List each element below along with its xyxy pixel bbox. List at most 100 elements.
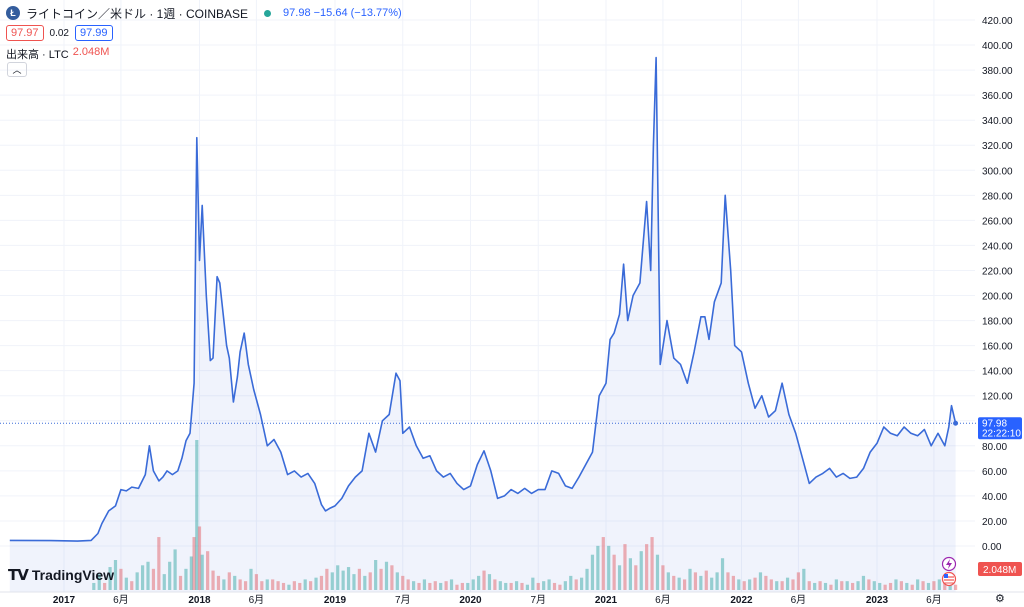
y-tick-label: 80.00 xyxy=(982,442,1007,453)
x-tick-label: 6月 xyxy=(113,594,129,606)
volume-bar xyxy=(818,581,822,590)
volume-bar xyxy=(374,560,378,590)
volume-bar xyxy=(498,581,502,590)
volume-bar xyxy=(758,572,763,590)
volume-bar xyxy=(628,558,632,590)
volume-bar xyxy=(883,584,887,590)
symbol-legend[interactable]: Ł ライトコイン／米ドル · 1週 · COINBASE 97.98 −15.6… xyxy=(6,4,402,22)
volume-bar xyxy=(840,581,844,590)
y-tick-label: 60.00 xyxy=(982,467,1007,478)
volume-bar xyxy=(330,572,334,590)
volume-label: 出来高 · LTC xyxy=(6,49,69,61)
volume-bar xyxy=(319,575,324,590)
volume-bar xyxy=(569,575,573,590)
collapse-legend-button[interactable]: ︿ xyxy=(7,62,27,77)
volume-bar xyxy=(742,581,746,590)
ask-button[interactable]: 97.99 xyxy=(75,25,113,41)
y-tick-label: 340.00 xyxy=(982,116,1013,127)
y-tick-label: 240.00 xyxy=(982,241,1013,252)
volume-bar xyxy=(905,582,909,590)
grid-lines xyxy=(0,0,975,592)
y-tick-label: 40.00 xyxy=(982,492,1007,503)
x-tick-label: 2020 xyxy=(459,595,482,606)
volume-bar xyxy=(525,584,530,590)
volume-bar xyxy=(861,575,866,590)
live-dot-icon xyxy=(264,9,272,17)
volume-bar xyxy=(650,537,654,590)
volume-bar xyxy=(363,575,367,590)
volume-bar xyxy=(346,567,351,590)
volume-bar xyxy=(449,579,454,590)
symbol-title[interactable]: ライトコイン／米ドル · 1週 · COINBASE xyxy=(26,6,249,21)
volume-bar xyxy=(574,579,578,590)
volume-value: 2.048M xyxy=(72,46,110,58)
volume-bar xyxy=(260,581,264,590)
volume-bar xyxy=(921,581,925,590)
volume-bar xyxy=(401,575,405,590)
volume-bar xyxy=(140,565,145,590)
volume-bar xyxy=(477,575,481,590)
price-area-fill xyxy=(9,57,956,593)
volume-bar xyxy=(612,554,616,590)
volume-bar xyxy=(710,577,714,590)
y-tick-label: 400.00 xyxy=(982,41,1013,52)
volume-bar xyxy=(780,581,784,590)
volume-bar xyxy=(829,584,833,590)
lightning-icon[interactable] xyxy=(941,556,957,572)
x-tick-label: 7月 xyxy=(530,594,546,606)
volume-bar xyxy=(634,565,638,590)
bid-button[interactable]: 97.97 xyxy=(6,25,44,41)
volume-bar xyxy=(130,581,134,590)
volume-bar xyxy=(411,581,416,590)
volume-bar xyxy=(157,537,161,590)
tradingview-logo[interactable]: 𝗧𝗩 TradingView xyxy=(8,566,114,584)
y-tick-label: 220.00 xyxy=(982,266,1013,277)
volume-bar xyxy=(682,579,687,590)
volume-bar xyxy=(580,577,584,590)
volume-bar xyxy=(645,544,649,590)
volume-bar xyxy=(926,582,931,590)
volume-bar xyxy=(834,579,838,590)
volume-bar xyxy=(753,577,757,590)
volume-bar xyxy=(428,582,432,590)
volume-bar xyxy=(439,582,443,590)
volume-bar xyxy=(433,581,437,590)
volume-legend[interactable]: 出来高 · LTC 2.048M xyxy=(6,46,109,62)
volume-bar xyxy=(352,574,356,590)
volume-bar xyxy=(856,581,860,590)
volume-bar xyxy=(785,577,790,590)
volume-bar xyxy=(368,572,372,590)
volume-bar xyxy=(471,579,475,590)
volume-bar xyxy=(379,568,383,590)
volume-bar xyxy=(276,581,280,590)
x-tick-label: 2023 xyxy=(866,595,889,606)
volume-bar xyxy=(802,568,806,590)
volume-bar xyxy=(178,575,183,590)
volume-bar xyxy=(146,561,150,590)
volume-bar xyxy=(493,579,497,590)
volume-bar xyxy=(466,582,470,590)
live-change-value: 97.98 −15.64 (−13.77%) xyxy=(283,7,402,19)
volume-bar xyxy=(384,561,389,590)
y-tick-label: 380.00 xyxy=(982,66,1013,77)
settings-icon[interactable]: ⚙ xyxy=(995,593,1005,605)
volume-bar xyxy=(536,582,540,590)
volume-bar xyxy=(531,577,535,590)
volume-bar xyxy=(726,572,730,590)
us-flag-icon[interactable] xyxy=(941,571,957,587)
x-tick-label: 2017 xyxy=(53,595,76,606)
volume-bar xyxy=(796,572,801,590)
volume-bar xyxy=(325,568,329,590)
y-axis: 420.00 400.00 380.00 360.00 340.00 320.00 300.… xyxy=(982,16,1013,553)
volume-bar xyxy=(298,582,302,590)
y-tick-label: 20.00 xyxy=(982,517,1007,528)
volume-bar xyxy=(173,549,177,590)
volume-bar xyxy=(813,582,817,590)
volume-bar xyxy=(542,581,546,590)
volume-bar xyxy=(720,558,725,590)
volume-bar xyxy=(514,581,519,590)
volume-tag-value: 2.048M xyxy=(983,565,1016,576)
volume-bar xyxy=(222,579,226,590)
y-tick-label: 280.00 xyxy=(982,191,1013,202)
